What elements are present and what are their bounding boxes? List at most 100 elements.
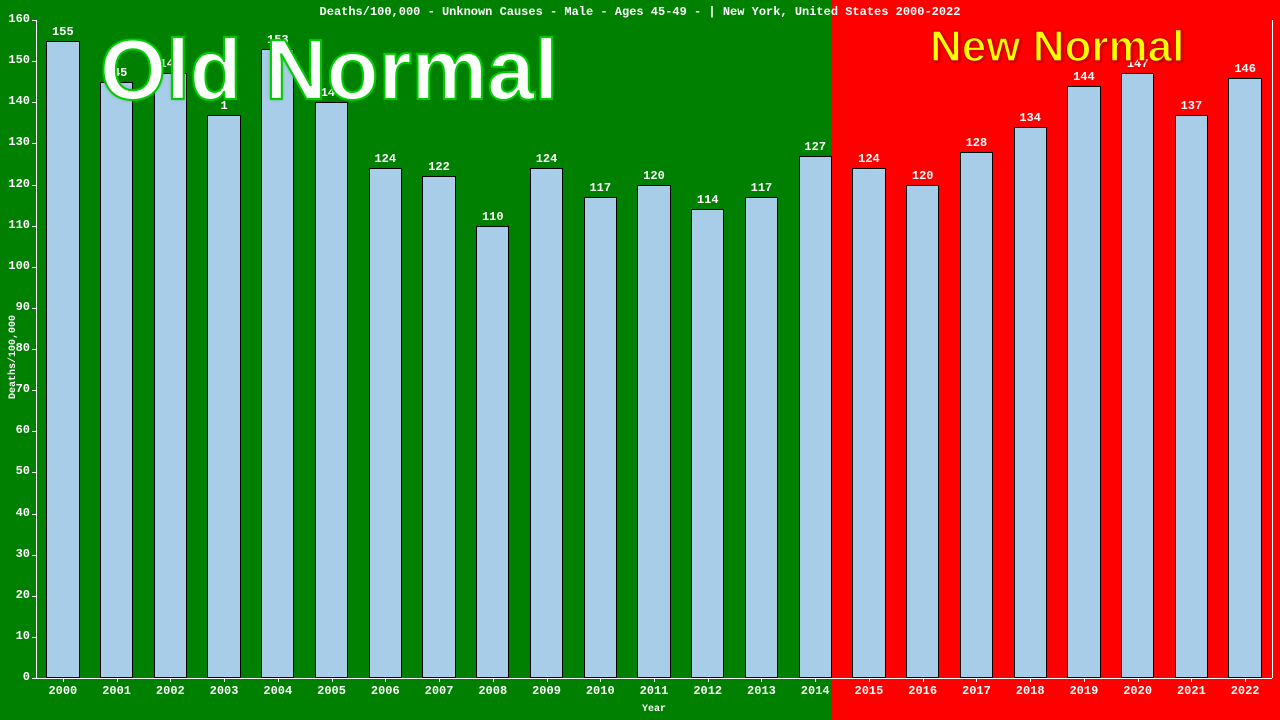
- x-tick: [439, 678, 440, 682]
- chart-container: Deaths/100,000 - Unknown Causes - Male -…: [0, 0, 1280, 720]
- bar-value-label: 122: [416, 160, 461, 174]
- y-tick-label: 90: [0, 300, 30, 314]
- y-tick: [32, 390, 36, 391]
- y-tick: [32, 472, 36, 473]
- x-tick-label: 2017: [950, 684, 1004, 698]
- bar-value-label: 114: [685, 193, 730, 207]
- y-tick-label: 40: [0, 506, 30, 520]
- x-tick: [761, 678, 762, 682]
- y-tick-label: 20: [0, 588, 30, 602]
- bar-value-label: 146: [1222, 62, 1267, 76]
- x-tick-label: 2012: [681, 684, 735, 698]
- x-tick: [278, 678, 279, 682]
- x-tick-label: 2006: [358, 684, 412, 698]
- chart-title: Deaths/100,000 - Unknown Causes - Male -…: [0, 5, 1280, 19]
- x-tick-label: 2016: [896, 684, 950, 698]
- bar: [799, 156, 832, 678]
- bar: [422, 176, 455, 678]
- y-tick: [32, 185, 36, 186]
- bar: [530, 168, 563, 678]
- bar: [906, 185, 939, 679]
- y-tick: [32, 514, 36, 515]
- bar-value-label: 120: [631, 169, 676, 183]
- bar-value-label: 110: [470, 210, 515, 224]
- x-tick: [493, 678, 494, 682]
- x-tick-label: 2013: [735, 684, 789, 698]
- y-tick: [32, 349, 36, 350]
- x-tick-label: 2020: [1111, 684, 1165, 698]
- bar: [745, 197, 778, 678]
- bar-value-label: 127: [793, 140, 838, 154]
- bar: [261, 49, 294, 678]
- bar-value-label: 117: [578, 181, 623, 195]
- y-tick-label: 120: [0, 177, 30, 191]
- x-tick-label: 2000: [36, 684, 90, 698]
- x-tick: [1084, 678, 1085, 682]
- x-tick: [385, 678, 386, 682]
- y-tick-label: 30: [0, 547, 30, 561]
- y-tick-label: 150: [0, 53, 30, 67]
- y-tick-label: 50: [0, 464, 30, 478]
- x-tick-label: 2015: [842, 684, 896, 698]
- x-axis-title: Year: [36, 704, 1272, 715]
- x-tick-label: 2003: [197, 684, 251, 698]
- x-tick: [976, 678, 977, 682]
- x-tick: [117, 678, 118, 682]
- x-tick: [170, 678, 171, 682]
- x-tick: [1191, 678, 1192, 682]
- y-tick-label: 110: [0, 218, 30, 232]
- bar: [1067, 86, 1100, 678]
- x-tick-label: 2021: [1165, 684, 1219, 698]
- bar: [1121, 73, 1154, 678]
- overlay-new-normal: New Normal: [930, 22, 1184, 72]
- bar-value-label: 128: [954, 136, 999, 150]
- x-tick: [1030, 678, 1031, 682]
- bar: [960, 152, 993, 678]
- bar: [369, 168, 402, 678]
- x-tick-label: 2011: [627, 684, 681, 698]
- x-tick-label: 2019: [1057, 684, 1111, 698]
- y-axis: [36, 20, 37, 678]
- bar-value-label: 120: [900, 169, 945, 183]
- x-tick-label: 2014: [788, 684, 842, 698]
- x-tick: [815, 678, 816, 682]
- y-tick: [32, 143, 36, 144]
- x-tick: [224, 678, 225, 682]
- bar: [584, 197, 617, 678]
- bar: [637, 185, 670, 679]
- y-tick-label: 100: [0, 259, 30, 273]
- y-axis-title: Deaths/100,000: [8, 315, 19, 399]
- bar-value-label: 137: [1169, 99, 1214, 113]
- y-tick-label: 0: [0, 670, 30, 684]
- x-tick-label: 2008: [466, 684, 520, 698]
- bar-value-label: 124: [363, 152, 408, 166]
- y-tick: [32, 267, 36, 268]
- bar-value-label: 117: [739, 181, 784, 195]
- y-tick: [32, 226, 36, 227]
- x-tick-label: 2009: [520, 684, 574, 698]
- y-tick-label: 60: [0, 423, 30, 437]
- y-tick-label: 130: [0, 135, 30, 149]
- x-tick: [63, 678, 64, 682]
- y-tick-label: 140: [0, 94, 30, 108]
- bar: [46, 41, 79, 678]
- y-tick: [32, 555, 36, 556]
- y-tick: [32, 637, 36, 638]
- bar: [1014, 127, 1047, 678]
- x-tick-label: 2022: [1218, 684, 1272, 698]
- x-tick: [1138, 678, 1139, 682]
- bar-value-label: 155: [40, 25, 85, 39]
- x-tick-label: 2004: [251, 684, 305, 698]
- bar: [691, 209, 724, 678]
- x-tick: [332, 678, 333, 682]
- x-tick: [1245, 678, 1246, 682]
- x-tick-label: 2018: [1003, 684, 1057, 698]
- bar: [476, 226, 509, 678]
- y-tick: [32, 61, 36, 62]
- x-tick: [600, 678, 601, 682]
- bar: [315, 102, 348, 678]
- y-tick: [32, 678, 36, 679]
- bar-value-label: 134: [1008, 111, 1053, 125]
- y-tick: [32, 20, 36, 21]
- overlay-old-normal: Old Normal: [100, 22, 558, 120]
